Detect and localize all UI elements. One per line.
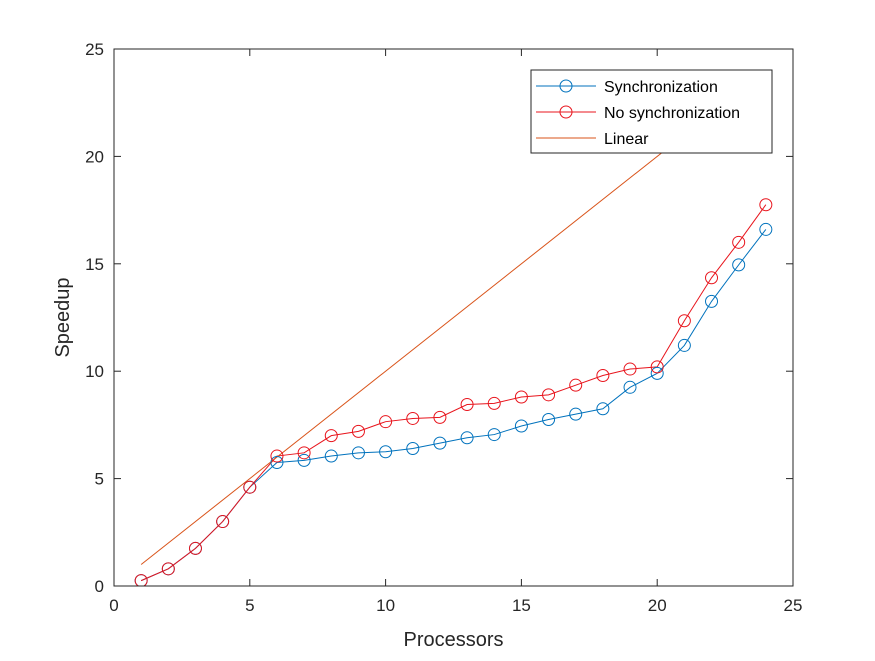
point-no-synchronization-24 xyxy=(759,198,773,212)
x-tick-label-5: 25 xyxy=(784,596,803,615)
point-no-synchronization-13 xyxy=(460,397,474,411)
point-synchronization-18 xyxy=(596,402,610,416)
point-no-synchronization-18 xyxy=(596,368,610,382)
legend-marker-synchronization xyxy=(559,79,573,93)
point-synchronization-21 xyxy=(677,338,691,352)
point-no-synchronization-4 xyxy=(216,515,230,529)
point-no-synchronization-11 xyxy=(406,411,420,425)
point-no-synchronization-20 xyxy=(650,360,664,374)
point-no-synchronization-14 xyxy=(487,396,501,410)
point-synchronization-13 xyxy=(460,431,474,445)
point-no-synchronization-2 xyxy=(161,562,175,576)
point-synchronization-16 xyxy=(542,413,556,427)
point-synchronization-23 xyxy=(732,258,746,272)
legend-label-synchronization: Synchronization xyxy=(604,79,718,96)
y-tick-label-5: 25 xyxy=(85,40,104,59)
point-synchronization-19 xyxy=(623,380,637,394)
point-no-synchronization-9 xyxy=(351,424,365,438)
ticks-layer: 0 5 10 15 20 25 0 5 10 15 20 25 xyxy=(85,40,802,615)
point-no-synchronization-15 xyxy=(514,390,528,404)
y-tick-label-2: 10 xyxy=(85,362,104,381)
point-synchronization-20 xyxy=(650,366,664,380)
legend: Synchronization No synchronization Linea… xyxy=(530,69,773,154)
point-synchronization-15 xyxy=(514,419,528,433)
point-no-synchronization-1 xyxy=(134,574,148,586)
legend-item-no-synchronization: No synchronization xyxy=(536,105,740,122)
point-no-synchronization-21 xyxy=(677,314,691,328)
legend-marker-no-synchronization xyxy=(559,105,573,119)
point-no-synchronization-5 xyxy=(243,480,257,494)
point-synchronization-6 xyxy=(270,455,284,469)
point-no-synchronization-3 xyxy=(188,541,202,555)
point-synchronization-10 xyxy=(379,445,393,459)
point-synchronization-14 xyxy=(487,428,501,442)
point-synchronization-12 xyxy=(433,436,447,450)
point-synchronization-7 xyxy=(297,453,311,467)
legend-item-synchronization: Synchronization xyxy=(536,79,718,96)
x-tick-label-2: 10 xyxy=(376,596,395,615)
point-no-synchronization-8 xyxy=(324,429,338,443)
point-synchronization-9 xyxy=(351,446,365,460)
x-tick-label-3: 15 xyxy=(512,596,531,615)
legend-label-linear: Linear xyxy=(604,131,649,148)
point-no-synchronization-7 xyxy=(297,446,311,460)
x-tick-label-4: 20 xyxy=(648,596,667,615)
point-no-synchronization-12 xyxy=(433,410,447,424)
y-tick-label-0: 0 xyxy=(95,577,104,596)
point-no-synchronization-16 xyxy=(542,388,556,402)
point-no-synchronization-23 xyxy=(732,235,746,249)
y-tick-label-1: 5 xyxy=(95,470,104,489)
point-synchronization-8 xyxy=(324,449,338,463)
y-tick-label-4: 20 xyxy=(85,147,104,166)
legend-label-no-synchronization: No synchronization xyxy=(604,105,740,122)
point-no-synchronization-6 xyxy=(270,449,284,463)
y-axis-label: Speedup xyxy=(52,277,74,357)
x-tick-label-0: 0 xyxy=(109,596,118,615)
point-no-synchronization-10 xyxy=(379,415,393,429)
x-tick-label-1: 5 xyxy=(245,596,254,615)
y-tick-label-3: 15 xyxy=(85,255,104,274)
point-no-synchronization-17 xyxy=(569,378,583,392)
point-no-synchronization-19 xyxy=(623,362,637,376)
point-synchronization-11 xyxy=(406,442,420,456)
point-synchronization-24 xyxy=(759,222,773,236)
series-line-no-synchronization xyxy=(140,204,767,582)
point-no-synchronization-22 xyxy=(705,271,719,285)
legend-item-linear: Linear xyxy=(536,131,649,148)
point-synchronization-17 xyxy=(569,407,583,421)
series-layer xyxy=(134,70,773,586)
x-axis-label: Processors xyxy=(403,629,503,651)
point-synchronization-22 xyxy=(705,294,719,308)
axes-box xyxy=(113,48,794,587)
